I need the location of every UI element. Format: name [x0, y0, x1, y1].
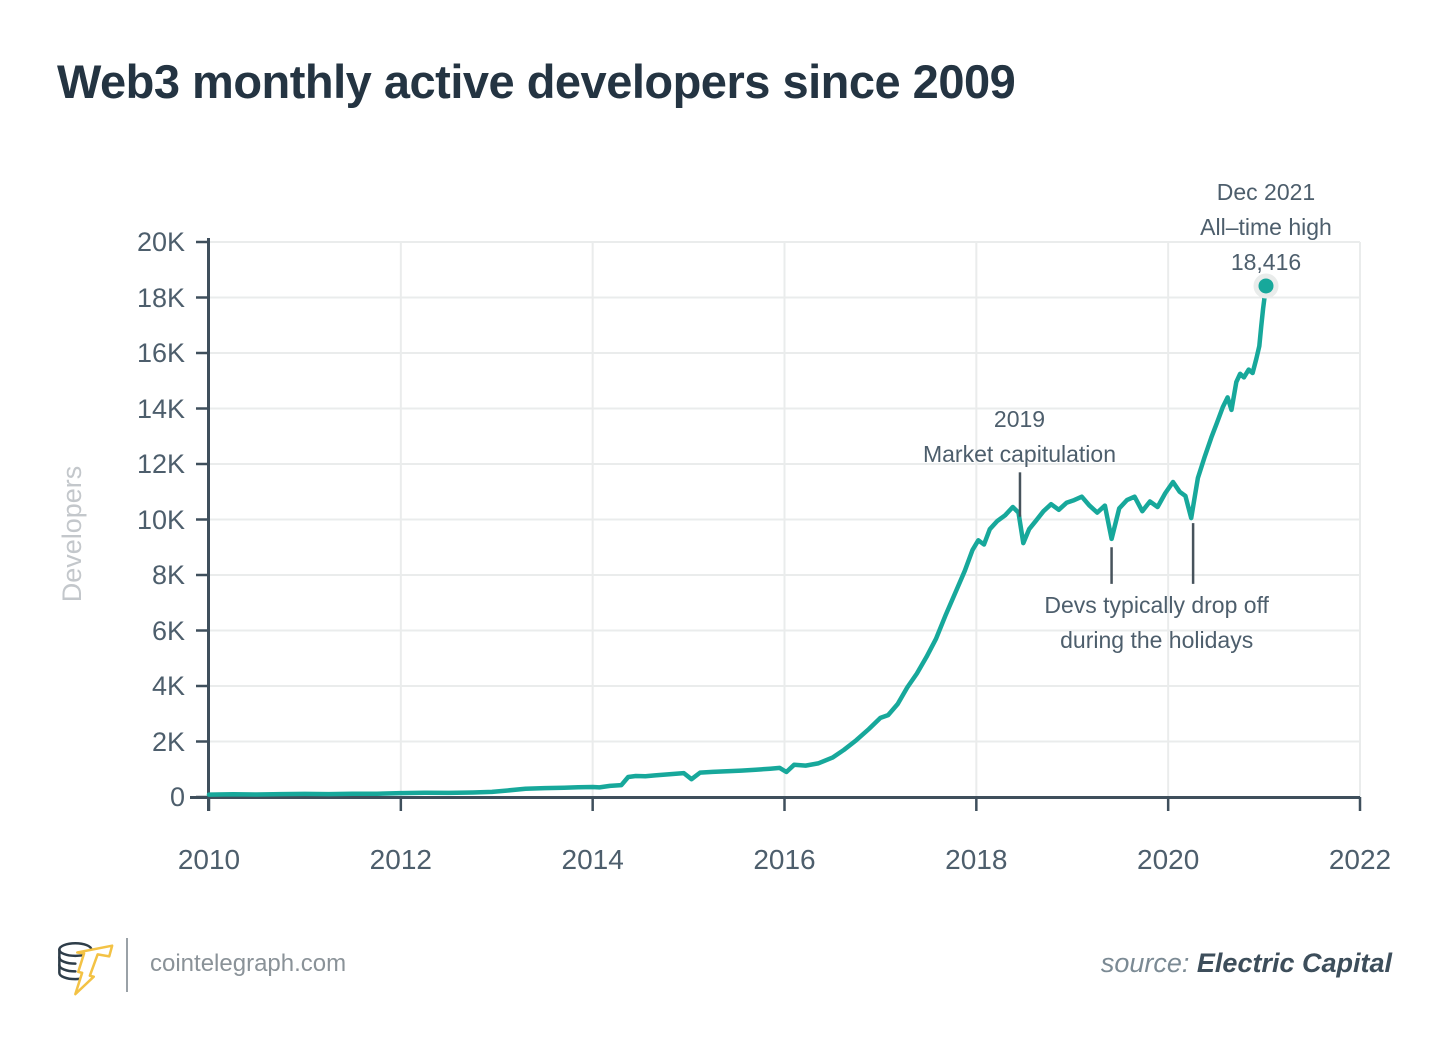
lightning-bolt-icon: [74, 944, 114, 996]
y-axis-tick-label: 14K: [136, 393, 185, 424]
x-axis-tick-label: 2014: [561, 844, 624, 875]
brand-url: cointelegraph.com: [150, 950, 347, 977]
x-axis-tick-label: 2018: [945, 844, 1008, 875]
annotation-pointer-lines: [1018, 472, 1195, 584]
y-axis-tick-label: 12K: [136, 449, 185, 479]
developers-series-line: [206, 283, 1269, 797]
all-time-high-marker: [1258, 278, 1274, 294]
footer-divider: [126, 938, 128, 992]
annotation-line: Dec 2021: [1216, 179, 1316, 206]
annotation-line: 18,416: [1230, 249, 1302, 276]
y-axis-tick-label: 6K: [151, 615, 185, 646]
y-axis-tick-label: 4K: [151, 671, 185, 701]
annotation-line: 2019: [993, 405, 1046, 432]
source-value: Electric Capital: [1196, 948, 1392, 978]
source-label: source:: [1100, 948, 1190, 978]
axes: [190, 238, 1362, 811]
annotation-holiday-dropoff: Devs typically drop off during the holid…: [1044, 588, 1269, 658]
y-axis-tick-label: 2K: [151, 726, 185, 757]
x-axis-tick-label: 2010: [177, 844, 241, 875]
annotation-line: All–time high: [1200, 214, 1332, 241]
page-title: Web3 monthly active developers since 200…: [57, 55, 1016, 108]
x-axis-tick-label: 2020: [1137, 844, 1200, 875]
annotation-line: Market capitulation: [922, 440, 1117, 467]
x-axis-tick-label: 2022: [1328, 844, 1392, 875]
y-axis-tick-label: 20K: [136, 227, 185, 257]
x-axis-tick-label: 2016: [753, 844, 816, 875]
gridlines: [209, 241, 1361, 797]
cointelegraph-logo-icon: [58, 942, 114, 996]
annotation-all-time-high: Dec 2021 All–time high 18,416: [1200, 175, 1332, 280]
annotation-line: during the holidays: [1060, 627, 1254, 654]
y-axis-tick-label: 16K: [136, 338, 185, 368]
annotation-market-capitulation: 2019 Market capitulation: [923, 402, 1116, 472]
y-axis-tick-label: 10K: [136, 504, 185, 535]
annotation-line: Devs typically drop off: [1044, 592, 1269, 619]
y-axis-tick-label: 0: [169, 782, 185, 812]
x-axis-tick-label: 2012: [369, 844, 432, 875]
y-axis-tick-label: 8K: [151, 560, 185, 590]
y-axis-tick-label: 18K: [136, 282, 185, 313]
source-credit: source: Electric Capital: [1101, 946, 1392, 980]
